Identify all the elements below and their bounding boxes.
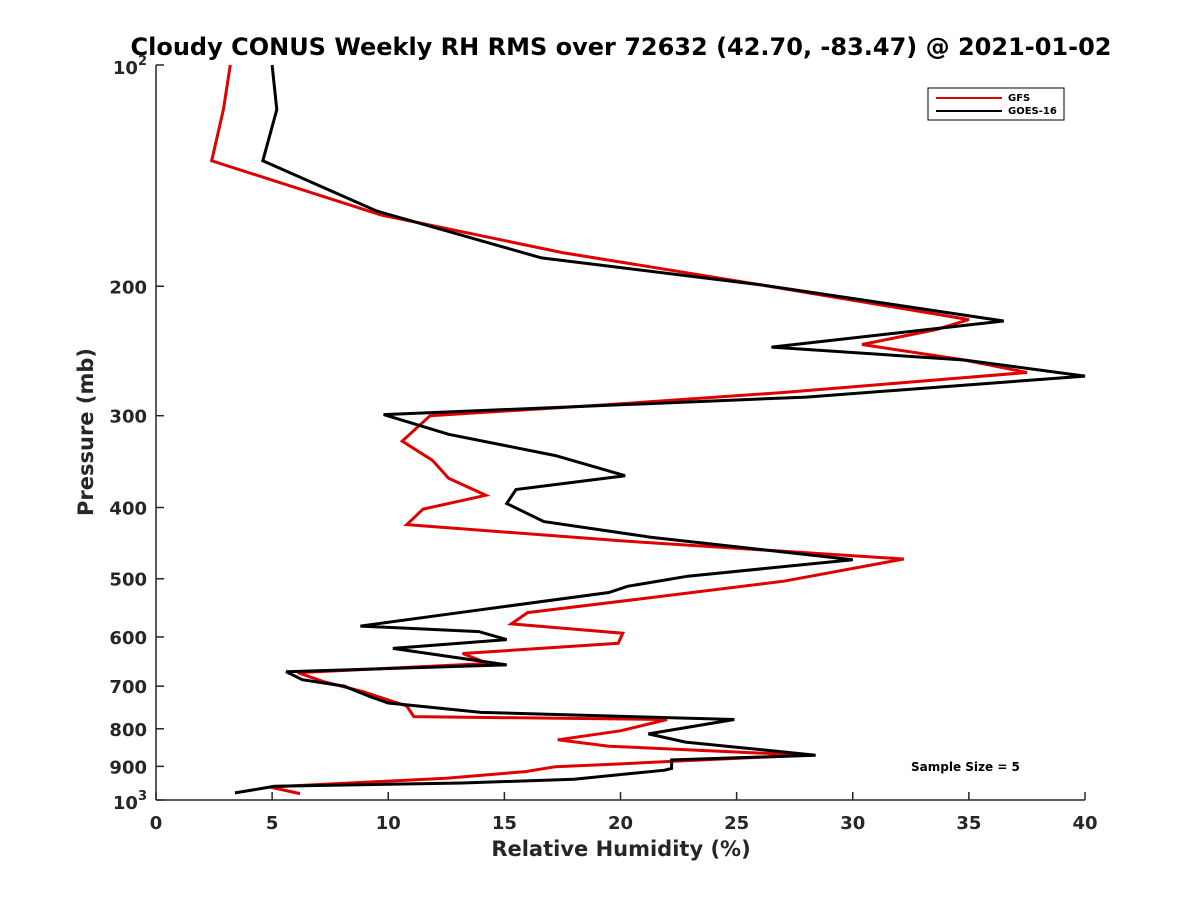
x-tick-label: 10 xyxy=(376,813,401,834)
series-line-gfs xyxy=(209,64,1028,796)
y-tick-label: 200 xyxy=(109,277,147,298)
x-axis-label: Relative Humidity (%) xyxy=(491,837,750,861)
x-tick-label: 30 xyxy=(840,813,865,834)
y-tick-label: 700 xyxy=(109,677,147,698)
sample-size-annotation: Sample Size = 5 xyxy=(911,760,1020,774)
y-tick-exponent: 3 xyxy=(138,789,147,804)
series-layer xyxy=(209,64,1086,796)
y-axis-label: Pressure (mb) xyxy=(74,348,98,516)
y-tick-label: 600 xyxy=(109,628,147,649)
chart-title: Cloudy CONUS Weekly RH RMS over 72632 (4… xyxy=(131,33,1112,61)
series-line-goes-16 xyxy=(234,64,1086,795)
axes-layer: 0 5 10 15 20 25 30 35 40102200300400500600700800… xyxy=(109,54,1097,834)
x-tick-label: 25 xyxy=(724,813,749,834)
y-tick-exponent: 2 xyxy=(138,54,147,69)
x-tick-label: 15 xyxy=(492,813,517,834)
legend-box xyxy=(927,87,1065,121)
legend-label-goes16: GOES-16 xyxy=(1008,106,1057,117)
x-tick-label: 20 xyxy=(608,813,633,834)
y-tick-label: 400 xyxy=(109,499,147,520)
x-tick-label: 5 xyxy=(266,813,279,834)
legend-label-gfs: GFS xyxy=(1008,93,1030,104)
y-tick-label: 500 xyxy=(109,570,147,591)
y-tick-label: 900 xyxy=(109,757,147,778)
x-tick-label: 35 xyxy=(956,813,981,834)
y-tick-label: 300 xyxy=(109,407,147,428)
y-tick-label: 800 xyxy=(109,720,147,741)
legend: GFS GOES-16 xyxy=(927,87,1065,121)
x-tick-label: 40 xyxy=(1072,813,1097,834)
x-tick-label: 0 xyxy=(150,813,163,834)
